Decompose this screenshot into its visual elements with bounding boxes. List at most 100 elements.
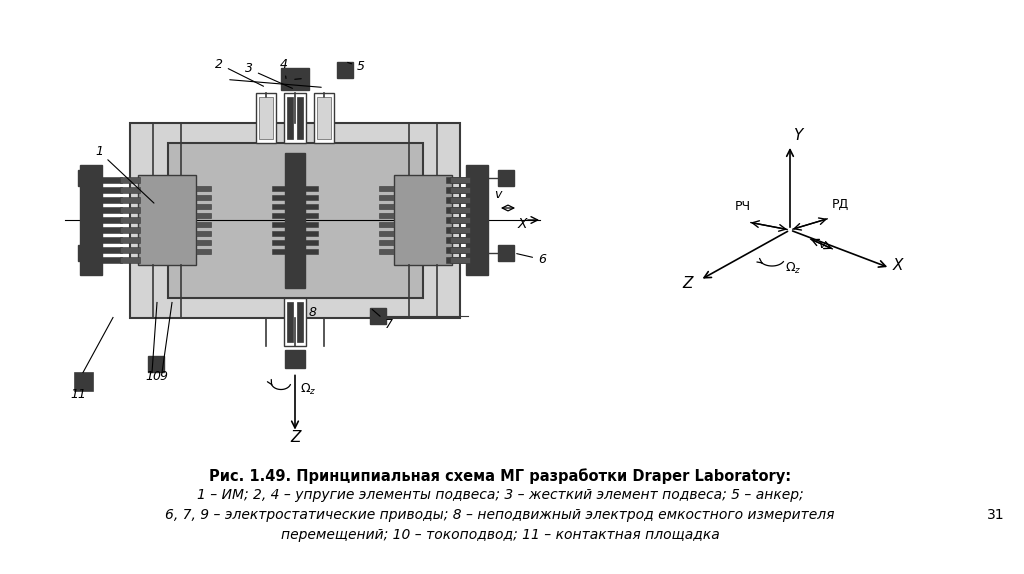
Bar (75, 373, 93, 390)
Text: 4: 4 (280, 57, 288, 79)
Text: 9: 9 (159, 370, 167, 382)
Bar (281, 68, 309, 90)
Bar (102, 187, 122, 193)
Bar (450, 197, 470, 203)
Bar (446, 227, 466, 233)
Bar (102, 227, 122, 233)
Text: Z: Z (290, 430, 300, 445)
Bar (285, 350, 305, 367)
Bar (370, 308, 386, 324)
Bar (196, 222, 211, 227)
Bar (446, 177, 466, 183)
Bar (379, 186, 394, 191)
Bar (379, 249, 394, 254)
Bar (450, 237, 470, 243)
Bar (287, 301, 293, 342)
Bar (379, 231, 394, 236)
Text: X: X (893, 258, 903, 273)
Bar (120, 237, 140, 243)
Text: 5: 5 (347, 60, 365, 73)
Bar (120, 187, 140, 193)
Bar (498, 170, 514, 186)
Text: 11: 11 (70, 387, 86, 401)
Bar (379, 222, 394, 227)
Bar (303, 195, 318, 200)
Bar (446, 217, 466, 223)
Bar (272, 222, 287, 227)
Bar (102, 217, 122, 223)
Bar (120, 207, 140, 213)
Bar (272, 249, 287, 254)
Bar (102, 197, 122, 203)
Bar (287, 96, 293, 138)
Text: 3: 3 (245, 63, 293, 88)
Text: 1: 1 (95, 145, 154, 203)
Text: РД: РД (831, 198, 849, 211)
Bar (379, 195, 394, 200)
Bar (78, 245, 94, 261)
Text: Y: Y (793, 128, 803, 143)
Text: $\Omega_z$: $\Omega_z$ (300, 382, 316, 397)
Bar (314, 92, 334, 142)
Text: РЧ: РЧ (735, 200, 752, 213)
Bar (120, 247, 140, 253)
Bar (102, 237, 122, 243)
Bar (196, 204, 211, 209)
Bar (450, 247, 470, 253)
Bar (102, 207, 122, 213)
Bar (446, 197, 466, 203)
Bar (284, 92, 306, 142)
Bar (450, 177, 470, 183)
Bar (168, 142, 423, 297)
Bar (120, 257, 140, 263)
Bar (450, 217, 470, 223)
Bar (379, 204, 394, 209)
Bar (272, 195, 287, 200)
Bar (120, 197, 140, 203)
Bar (120, 217, 140, 223)
Bar (120, 177, 140, 183)
Bar (450, 227, 470, 233)
Text: 6: 6 (517, 253, 546, 266)
Bar (303, 240, 318, 245)
Text: 2: 2 (215, 57, 263, 86)
Bar (148, 355, 164, 371)
Bar (285, 153, 305, 288)
Bar (446, 237, 466, 243)
Text: 10: 10 (145, 370, 161, 382)
Bar (138, 175, 196, 265)
Bar (272, 204, 287, 209)
Bar (130, 122, 460, 317)
Bar (303, 186, 318, 191)
Bar (102, 247, 122, 253)
Bar (450, 207, 470, 213)
Bar (78, 170, 94, 186)
Bar (450, 257, 470, 263)
Bar (272, 231, 287, 236)
Bar (394, 175, 452, 265)
Text: 1 – ИМ; 2, 4 – упругие элементы подвеса; 3 – жесткий элемент подвеса; 5 – анкер;: 1 – ИМ; 2, 4 – упругие элементы подвеса;… (197, 488, 803, 502)
Text: 31: 31 (987, 508, 1005, 522)
Bar (196, 186, 211, 191)
Bar (284, 297, 306, 346)
Bar (446, 187, 466, 193)
Bar (297, 96, 303, 138)
Bar (102, 177, 122, 183)
Bar (120, 227, 140, 233)
Bar (303, 222, 318, 227)
Text: $\Omega_z$: $\Omega_z$ (785, 261, 802, 276)
Bar (102, 257, 122, 263)
Bar (256, 92, 276, 142)
Bar (196, 240, 211, 245)
Text: v: v (818, 238, 825, 251)
Bar (446, 257, 466, 263)
Bar (379, 240, 394, 245)
Bar (272, 240, 287, 245)
Bar (379, 213, 394, 218)
Bar (303, 204, 318, 209)
Bar (272, 186, 287, 191)
Bar (303, 231, 318, 236)
Bar (446, 247, 466, 253)
Text: перемещений; 10 – токоподвод; 11 – контактная площадка: перемещений; 10 – токоподвод; 11 – конта… (281, 528, 720, 542)
Bar (196, 195, 211, 200)
